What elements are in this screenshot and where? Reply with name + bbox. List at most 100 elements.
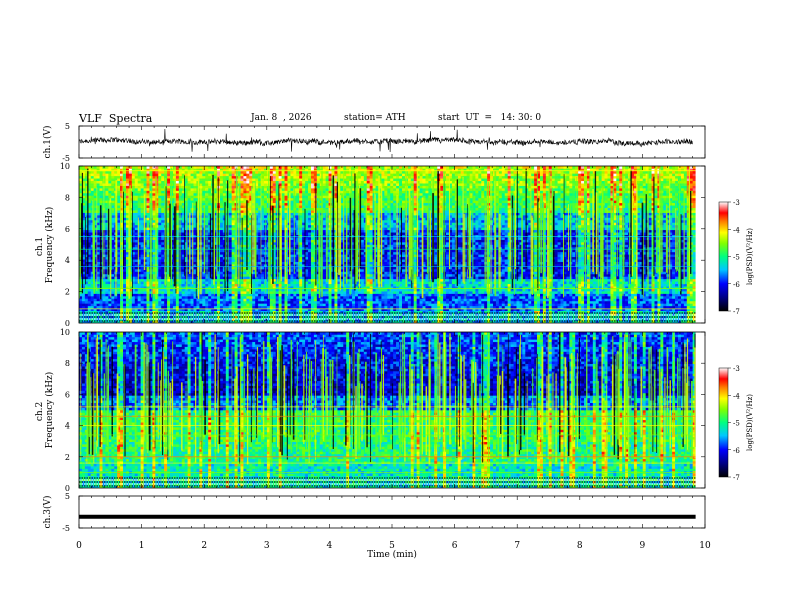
- spectrogram-cell: [219, 246, 224, 250]
- spectrogram-cell: [137, 278, 141, 282]
- spectrogram-cell: [231, 178, 235, 182]
- spectrogram-cell: [158, 239, 162, 243]
- spectrogram-cell: [269, 219, 274, 223]
- spectrogram-cell: [158, 178, 162, 182]
- spectrogram-cell: [219, 296, 224, 299]
- spectrogram-cell: [134, 276, 139, 280]
- spectrogram-cell: [140, 175, 144, 179]
- spectrogram-cell: [137, 256, 141, 260]
- spectrogram-cell: [261, 244, 265, 248]
- spectrogram-cell: [261, 234, 265, 238]
- spectrogram-cell: [90, 195, 94, 199]
- spectrogram-cell: [231, 200, 235, 204]
- spectrogram-cell: [290, 256, 294, 260]
- spectrogram-cell: [93, 232, 97, 235]
- spectrogram-cell: [155, 178, 159, 182]
- spectrogram-cell: [96, 217, 100, 221]
- spectrogram-cell: [120, 210, 124, 213]
- spectrogram-cell: [146, 271, 150, 275]
- spectrogram-cell: [120, 202, 124, 206]
- spectrogram-cell: [114, 315, 118, 319]
- spectrogram-cell: [181, 281, 186, 285]
- spectrogram-cell: [96, 166, 100, 169]
- spectrogram-cell: [87, 291, 92, 294]
- spectrogram-cell: [184, 318, 188, 321]
- spectrogram-cell: [125, 278, 130, 282]
- spectrogram-cell: [90, 192, 94, 196]
- spectrogram-cell: [240, 296, 244, 299]
- spectrogram-cell: [187, 173, 191, 177]
- spectrogram-cell: [261, 232, 265, 235]
- spectrogram-cell: [131, 276, 136, 280]
- spectrogram-cell: [275, 192, 279, 196]
- spectrogram-cell: [237, 271, 241, 275]
- spectrogram-cell: [187, 288, 191, 292]
- spectrogram-cell: [278, 291, 282, 294]
- spectrogram-cell: [105, 229, 109, 233]
- spectrogram-cell: [272, 278, 277, 282]
- spectrogram-cell: [117, 244, 121, 248]
- spectrogram-cell: [284, 308, 288, 312]
- spectrogram-cell: [196, 166, 200, 169]
- spectrogram-cell: [214, 305, 218, 309]
- spectrogram-cell: [214, 310, 218, 314]
- spectrogram-cell: [231, 202, 235, 206]
- spectrogram-cell: [170, 310, 174, 314]
- spectrogram-cell: [137, 300, 141, 304]
- spectrogram-cell: [281, 207, 285, 211]
- spectrogram-cell: [272, 202, 277, 206]
- spectrogram-cell: [296, 190, 300, 194]
- spectrogram-cell: [214, 242, 218, 245]
- spectrogram-cell: [275, 300, 279, 304]
- spectrogram-cell: [228, 244, 232, 248]
- date-label: Jan. 8 , 2026: [251, 113, 312, 123]
- spectrogram-cell: [299, 222, 303, 226]
- spectrogram-cell: [120, 283, 124, 287]
- spectrogram-cell: [261, 283, 265, 287]
- spectrogram-cell: [193, 281, 197, 285]
- spectrogram-cell: [249, 202, 253, 206]
- spectrogram-cell: [140, 273, 144, 277]
- spectrogram-cell: [240, 178, 244, 182]
- spectrogram-cell: [152, 224, 156, 228]
- spectrogram-cell: [84, 271, 89, 275]
- spectrogram-cell: [190, 219, 194, 223]
- spectrogram-cell: [81, 207, 86, 211]
- spectrogram-cell: [243, 293, 247, 297]
- spectrogram-cell: [284, 271, 288, 275]
- spectrogram-cell: [293, 269, 297, 272]
- spectrogram-cell: [90, 264, 94, 267]
- spectrogram-cell: [258, 195, 262, 199]
- spectrogram-cell: [261, 276, 265, 280]
- spectrogram-cell: [134, 237, 139, 240]
- spectrogram-cell: [146, 183, 150, 186]
- spectrogram-cell: [249, 178, 253, 182]
- spectrogram-cell: [246, 234, 250, 238]
- spectrogram-cell: [137, 244, 141, 248]
- spectrogram-cell: [181, 232, 186, 235]
- spectrogram-cell: [117, 298, 121, 302]
- spectrogram-cell: [214, 217, 218, 221]
- spectrogram-cell: [155, 232, 159, 235]
- spectrogram-cell: [290, 296, 294, 299]
- spectrogram-cell: [123, 303, 127, 307]
- spectrogram-cell: [79, 188, 83, 191]
- spectrogram-cell: [137, 197, 141, 201]
- spectrogram-cell: [293, 291, 297, 294]
- spectrogram-cell: [190, 256, 194, 260]
- spectrogram-cell: [134, 232, 139, 235]
- spectrogram-cell: [284, 261, 288, 265]
- spectrogram-cell: [243, 229, 247, 233]
- spectrogram-cell: [87, 281, 92, 285]
- spectrogram-cell: [272, 259, 277, 262]
- spectrogram-cell: [190, 173, 194, 177]
- spectrogram-cell: [111, 202, 115, 206]
- spectrogram-cell: [158, 300, 162, 304]
- spectrogram-cell: [284, 281, 288, 285]
- spectrogram-cell: [146, 166, 150, 169]
- spectrogram-cell: [175, 296, 180, 299]
- spectrogram-cell: [296, 303, 300, 307]
- spectrogram-cell: [123, 249, 127, 253]
- spectrogram-cell: [120, 217, 124, 221]
- spectrogram-cell: [214, 166, 218, 169]
